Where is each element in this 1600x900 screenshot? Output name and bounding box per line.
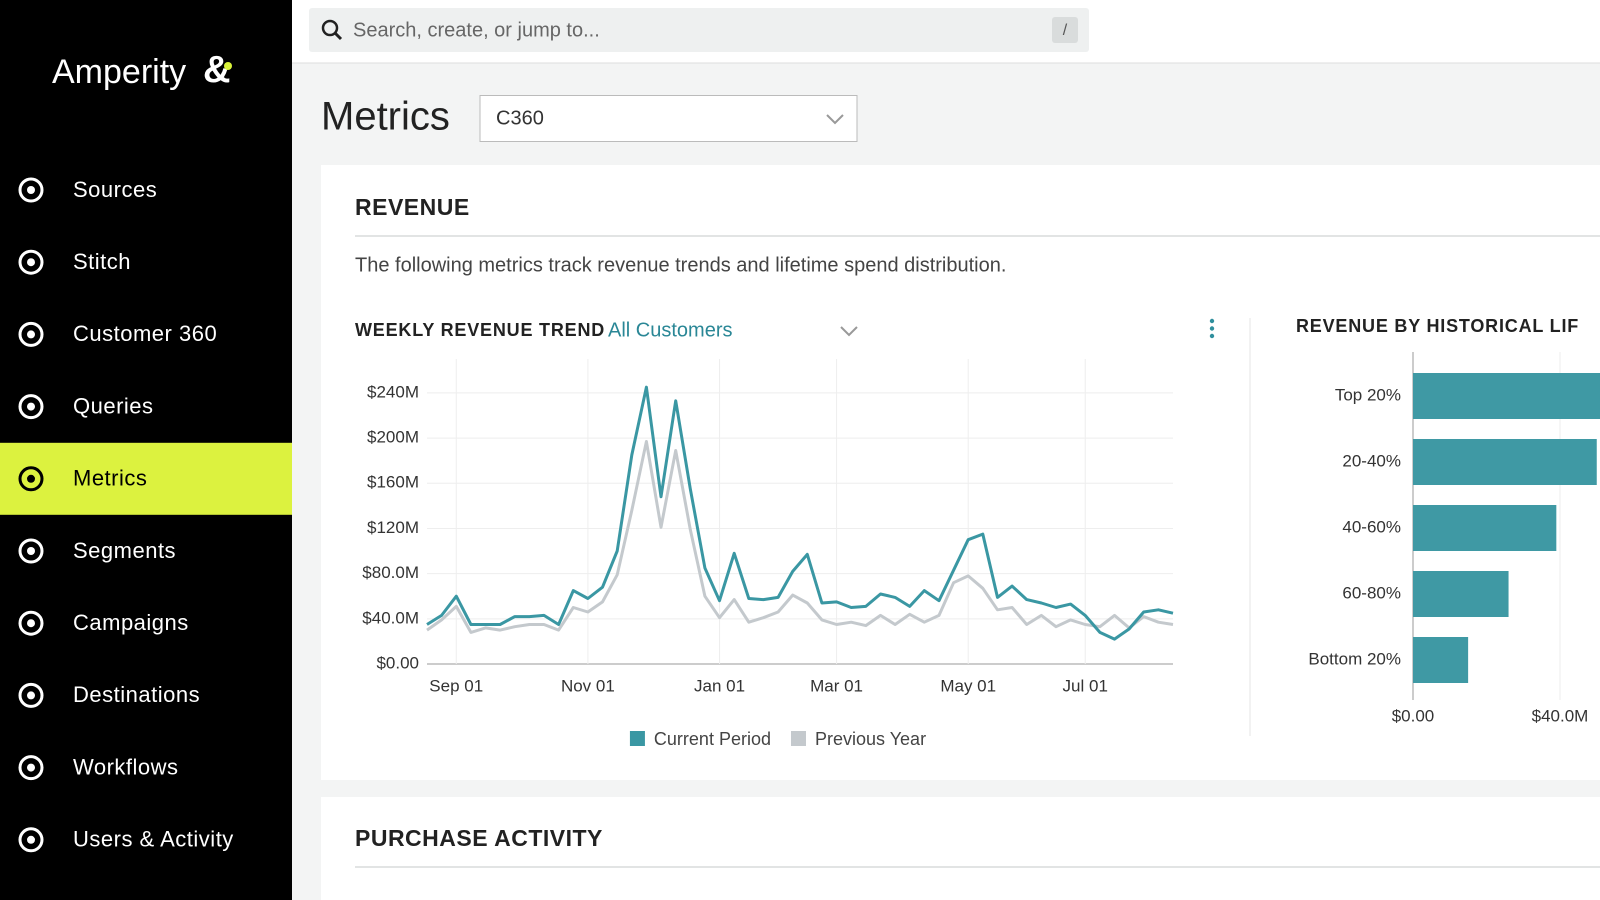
- search-icon: [333, 31, 343, 41]
- nav-icon: [18, 249, 44, 275]
- section-description: The following metrics track revenue tren…: [355, 254, 1006, 276]
- database-selector[interactable]: [479, 95, 858, 142]
- nav-label: Destinations: [73, 682, 200, 707]
- nav-icon: [27, 474, 35, 483]
- bar: [1413, 373, 1600, 419]
- bar: [1413, 571, 1509, 617]
- x-tick-label: $40.0M: [1532, 706, 1589, 725]
- x-tick-label: $0.00: [1392, 706, 1435, 725]
- nav-icon: [27, 763, 35, 772]
- nav-label: Users & Activity: [73, 827, 234, 852]
- menu-dot[interactable]: [1209, 326, 1215, 331]
- nav-label: Metrics: [73, 466, 147, 491]
- y-tick-label: 20-40%: [1342, 451, 1401, 470]
- chart-title: WEEKLY REVENUE TREND: [355, 320, 605, 340]
- x-tick-label: Nov 01: [561, 676, 615, 695]
- menu-dot[interactable]: [1209, 318, 1215, 324]
- nav-icon: [27, 547, 35, 555]
- nav-icon: [18, 827, 44, 853]
- nav-icon: [18, 321, 44, 347]
- brand-mark: &: [203, 49, 230, 91]
- nav-item[interactable]: [0, 226, 292, 298]
- nav-label: Queries: [73, 393, 154, 418]
- y-tick-label: Top 20%: [1335, 385, 1401, 404]
- y-tick-label: $160M: [367, 473, 419, 492]
- y-tick-label: 40-60%: [1342, 517, 1401, 536]
- nav-icon: [18, 177, 44, 203]
- y-tick-label: $80.0M: [362, 563, 419, 582]
- section-title: REVENUE: [355, 194, 470, 220]
- nav-label: Sources: [73, 177, 157, 202]
- y-tick-label: $0.00: [376, 653, 419, 672]
- shortcut-label: /: [1063, 22, 1068, 39]
- y-tick-label: $200M: [367, 428, 419, 447]
- nav-active: [0, 442, 292, 515]
- bar: [1413, 439, 1597, 485]
- nav-icon: [18, 755, 44, 781]
- bar: [1413, 637, 1469, 683]
- nav-icon: [18, 466, 44, 492]
- x-tick-label: Jan 01: [694, 676, 745, 695]
- x-tick-label: Mar 01: [810, 676, 863, 695]
- series-line: [426, 440, 1174, 634]
- brand-dot: [224, 62, 232, 70]
- nav-icon: [18, 610, 44, 636]
- x-tick-label: Jul 01: [1063, 676, 1108, 695]
- nav-label: Customer 360: [73, 321, 217, 346]
- search-icon: [321, 19, 339, 37]
- chart-title: REVENUE BY HISTORICAL LIF: [1296, 316, 1579, 336]
- y-tick-label: $240M: [367, 382, 419, 401]
- nav-icon: [27, 330, 35, 339]
- shortcut-key: [1052, 17, 1078, 43]
- section-title: PURCHASE ACTIVITY: [355, 825, 603, 851]
- chevron: [826, 114, 844, 125]
- nav-label: Segments: [73, 538, 176, 563]
- brand: Amperity: [52, 53, 186, 91]
- purchase-card: [321, 797, 1600, 900]
- y-tick-label: Bottom 20%: [1308, 649, 1401, 668]
- nav-icon: [27, 402, 35, 411]
- legend-swatch: [790, 731, 806, 746]
- series-line: [426, 385, 1174, 641]
- y-tick-label: $120M: [367, 518, 419, 537]
- nav-label: Campaigns: [73, 610, 189, 635]
- search-box[interactable]: [309, 8, 1089, 52]
- nav-label: Stitch: [73, 249, 131, 274]
- nav-label: Workflows: [73, 754, 179, 779]
- revenue-card: [321, 165, 1600, 780]
- nav-icon: [18, 682, 44, 708]
- nav-icon: [27, 258, 35, 267]
- y-tick-label: $40.0M: [362, 608, 419, 627]
- y-tick-label: 60-80%: [1342, 583, 1401, 602]
- nav-icon: [18, 538, 44, 564]
- nav-icon: [18, 394, 44, 420]
- menu-dot[interactable]: [1209, 333, 1215, 339]
- nav-icon: [27, 835, 35, 844]
- nav-icon: [27, 691, 35, 700]
- x-tick-label: May 01: [940, 676, 996, 695]
- page-title: Metrics: [321, 95, 450, 139]
- database-selector-label: C360: [496, 107, 544, 129]
- legend-swatch: [629, 731, 645, 746]
- chart-filter[interactable]: All Customers: [608, 319, 732, 341]
- chevron: [840, 326, 858, 337]
- x-tick-label: Sep 01: [429, 676, 483, 695]
- nav-icon: [27, 619, 35, 628]
- nav-icon: [27, 186, 35, 194]
- search-placeholder: Search, create, or jump to...: [353, 19, 600, 41]
- legend-label: Previous Year: [815, 729, 926, 749]
- legend-label: Current Period: [654, 729, 771, 749]
- bar: [1413, 505, 1557, 551]
